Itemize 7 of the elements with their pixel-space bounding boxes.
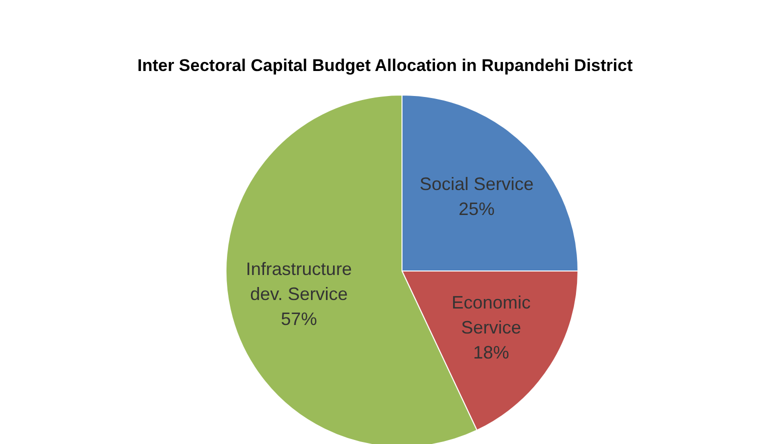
slice-label: Economic Service [452, 292, 531, 338]
slice-label: Social Service [420, 174, 534, 194]
slice-label: Infrastructure dev. Service [246, 259, 352, 304]
data-label: 18% [473, 342, 510, 363]
data-label: 57% [280, 309, 317, 330]
chart-title: Inter Sectoral Capital Budget Allocation in Rupandehi District [136, 56, 634, 76]
data-label: 25% [458, 198, 495, 219]
